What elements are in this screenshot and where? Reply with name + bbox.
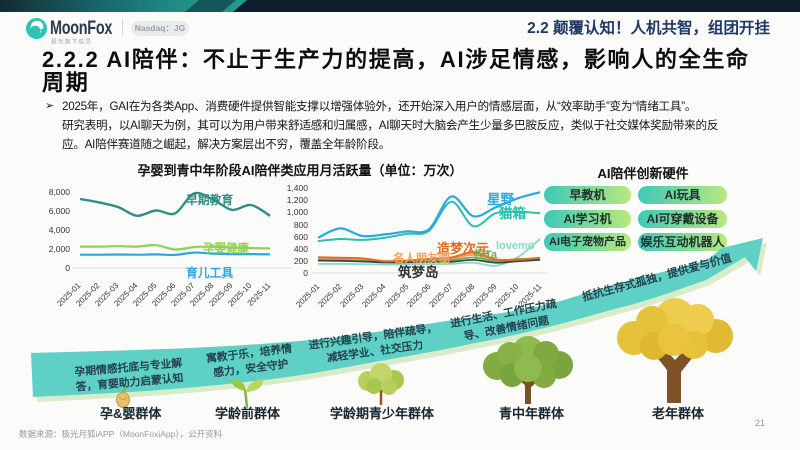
svg-text:孕婴健康: 孕婴健康 [203,241,249,255]
svg-text:4,000: 4,000 [49,225,71,235]
svg-text:捏Ta: 捏Ta [474,247,498,261]
svg-text:800: 800 [294,220,308,230]
svg-text:早期教育: 早期教育 [186,193,233,207]
svg-text:600: 600 [294,232,308,242]
svg-text:200: 200 [294,256,308,266]
svg-text:8,000: 8,000 [49,187,71,197]
svg-text:2,000: 2,000 [49,244,71,254]
svg-text:lovemo: lovemo [496,240,535,252]
svg-text:筑梦岛: 筑梦岛 [398,264,439,280]
svg-text:1,000: 1,000 [287,207,309,217]
svg-text:育儿工具: 育儿工具 [186,266,233,280]
svg-text:0: 0 [65,263,70,273]
svg-text:1,400: 1,400 [287,183,309,193]
svg-text:1,200: 1,200 [287,195,309,205]
svg-text:星野: 星野 [487,192,515,207]
svg-text:造梦次元: 造梦次元 [437,241,489,256]
svg-text:猫箱: 猫箱 [499,205,527,221]
svg-text:名人朋友圈: 名人朋友圈 [393,251,450,265]
svg-text:6,000: 6,000 [49,206,71,216]
svg-text:0: 0 [303,268,308,278]
svg-text:400: 400 [294,244,308,254]
